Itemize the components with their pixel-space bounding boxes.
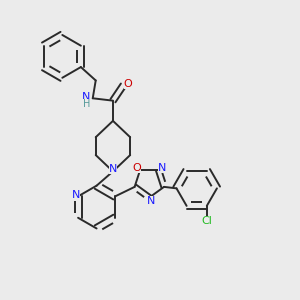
Text: N: N (109, 164, 117, 174)
Text: N: N (158, 163, 166, 172)
Text: N: N (71, 190, 80, 200)
Text: N: N (82, 92, 90, 102)
Text: Cl: Cl (201, 216, 212, 226)
Text: H: H (82, 99, 90, 109)
Text: N: N (147, 196, 155, 206)
Text: O: O (132, 163, 141, 173)
Text: O: O (124, 79, 133, 89)
